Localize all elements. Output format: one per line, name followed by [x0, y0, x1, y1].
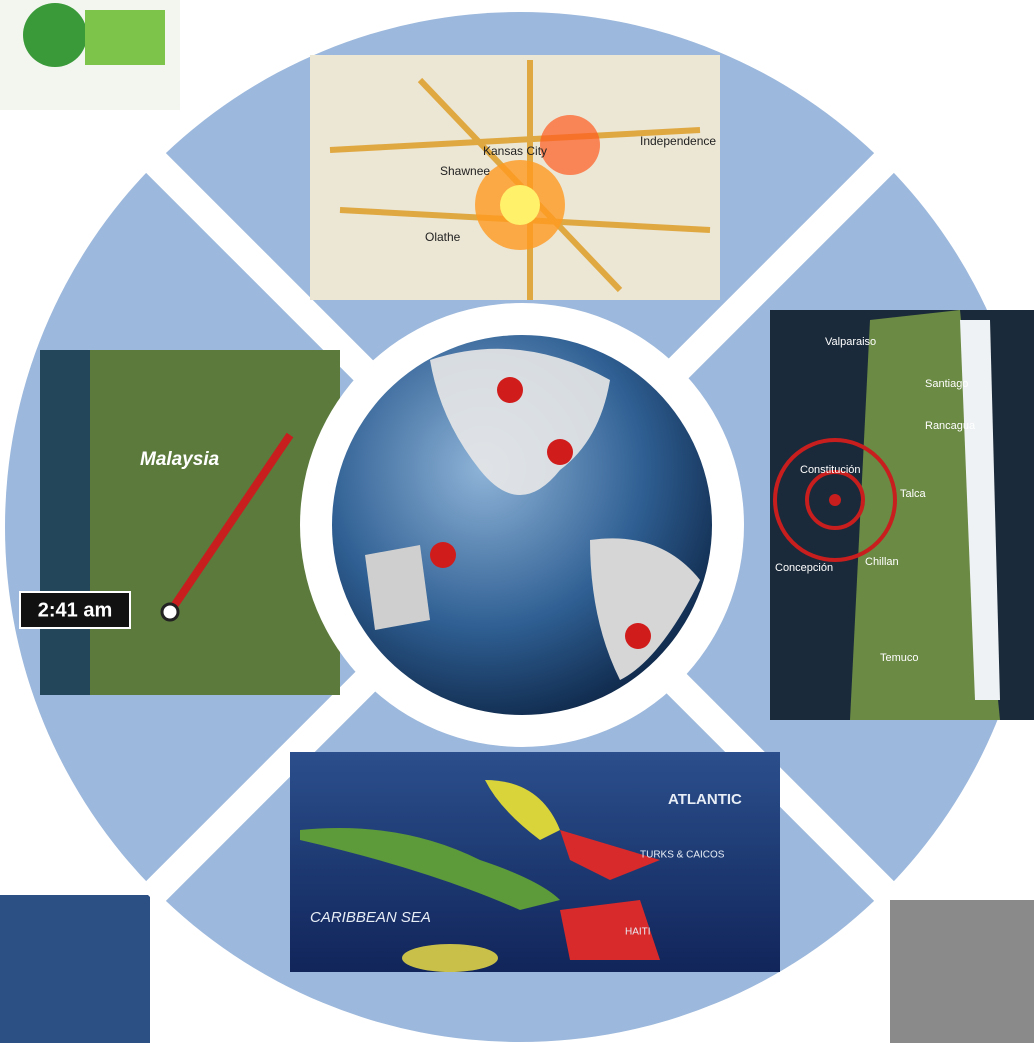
crowd-image: [890, 900, 1034, 1043]
map-label: Shawnee: [440, 164, 490, 178]
handshake-image: [0, 895, 150, 1043]
time-box: [19, 591, 131, 629]
jamaica: [402, 944, 498, 972]
map-label: TURKS & CAICOS: [640, 850, 725, 861]
map-label: Rancagua: [925, 420, 976, 432]
south-america: [590, 538, 700, 680]
labels: Valparaiso Santiago Rancagua Talca Const…: [775, 336, 976, 664]
pin: [547, 439, 573, 465]
pin: [430, 542, 456, 568]
land: [850, 310, 1000, 720]
map-label: CARIBBEAN SEA: [310, 909, 431, 926]
pins: [430, 377, 651, 649]
quake-ring: [805, 470, 865, 530]
caribbean-map: [290, 752, 780, 972]
turks-caicos: [560, 830, 660, 880]
pin: [497, 377, 523, 403]
heat-core: [500, 185, 540, 225]
heat-spot: [540, 115, 600, 175]
pointer: [166, 432, 294, 615]
mountains: [960, 320, 1000, 700]
map-label: Santiago: [925, 378, 968, 390]
map-label: Concepción: [775, 562, 833, 574]
sea: [40, 350, 90, 695]
map-label: HAITI: [625, 927, 651, 938]
bahamas: [485, 780, 560, 840]
map-label: Talca: [900, 488, 927, 500]
map-label: Temuco: [880, 652, 919, 664]
place-label: Malaysia: [140, 449, 220, 470]
green-money: [85, 10, 165, 65]
map-label: Olathe: [425, 230, 461, 244]
landmass: [365, 545, 430, 630]
map-label: Independence: [640, 134, 716, 148]
cuba: [300, 828, 560, 910]
green-globe: [23, 3, 87, 67]
map-label: Constitución: [800, 464, 861, 476]
haiti: [560, 900, 660, 960]
pin: [625, 623, 651, 649]
map-label: Valparaiso: [825, 336, 876, 348]
labels: ATLANTIC TURKS & CAICOS HAITI CARIBBEAN …: [310, 791, 742, 938]
quake-center: [829, 494, 841, 506]
map-label: Chillan: [865, 556, 899, 568]
quake-ring: [773, 438, 897, 562]
pointer-dot: [160, 602, 180, 622]
time-label: 2:41 am: [38, 599, 113, 621]
map-label: Kansas City: [483, 144, 547, 158]
map-label: ATLANTIC: [668, 791, 742, 808]
